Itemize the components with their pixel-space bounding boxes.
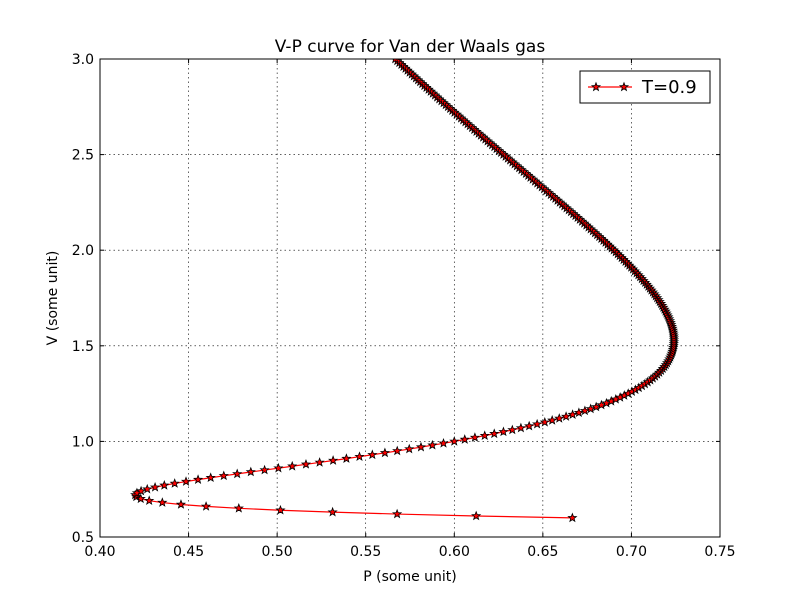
data-point bbox=[547, 415, 558, 425]
x-axis-label: P (some unit) bbox=[363, 569, 457, 585]
data-point bbox=[157, 497, 168, 507]
data-point bbox=[175, 499, 187, 509]
data-point bbox=[245, 466, 256, 477]
series-T=0.9 bbox=[130, 59, 680, 523]
data-point bbox=[259, 464, 270, 475]
x-tick-label: 0.65 bbox=[527, 544, 558, 560]
data-point bbox=[232, 468, 243, 479]
x-tick-label: 0.50 bbox=[262, 544, 293, 560]
y-axis-label: V (some unit) bbox=[45, 251, 61, 346]
grid bbox=[100, 59, 720, 537]
data-point bbox=[314, 457, 325, 467]
data-point bbox=[415, 441, 427, 452]
data-point bbox=[539, 416, 550, 427]
data-point bbox=[392, 445, 403, 456]
data-point bbox=[585, 403, 596, 414]
data-point bbox=[438, 437, 449, 448]
data-point bbox=[300, 458, 312, 469]
data-point bbox=[201, 501, 212, 511]
data-point bbox=[180, 476, 192, 486]
series-group bbox=[130, 59, 680, 523]
data-point bbox=[354, 451, 365, 462]
data-point bbox=[507, 424, 518, 435]
data-point bbox=[159, 480, 170, 490]
data-point bbox=[341, 453, 352, 463]
data-point bbox=[427, 439, 438, 450]
x-tick-label: 0.40 bbox=[84, 544, 115, 560]
chart-title: V-P curve for Van der Waals gas bbox=[275, 37, 546, 57]
data-point bbox=[218, 470, 229, 481]
y-tick-label: 3.0 bbox=[72, 52, 94, 68]
legend-marker bbox=[618, 81, 630, 92]
data-point bbox=[233, 502, 244, 513]
y-tick-label: 2.5 bbox=[72, 148, 94, 164]
y-tick-label: 2.0 bbox=[72, 243, 94, 259]
data-point bbox=[579, 405, 590, 416]
data-point bbox=[449, 436, 460, 446]
y-tick-label: 1.5 bbox=[72, 339, 94, 355]
data-point bbox=[404, 443, 415, 454]
data-point bbox=[573, 407, 584, 418]
data-point bbox=[169, 478, 180, 488]
data-point bbox=[150, 481, 161, 492]
y-tick-label: 0.5 bbox=[72, 530, 94, 546]
ticks: 0.40 0.45 0.50 0.55 0.60 0.65 0.70 0.75 0.5 1.0 1.… bbox=[72, 52, 736, 560]
data-point bbox=[498, 426, 509, 437]
data-point bbox=[392, 59, 399, 64]
x-tick-label: 0.70 bbox=[616, 544, 647, 560]
plot-frame bbox=[99, 58, 721, 538]
x-tick-label: 0.55 bbox=[350, 544, 381, 560]
data-point bbox=[275, 504, 286, 515]
data-point bbox=[142, 483, 153, 494]
x-tick-label: 0.75 bbox=[704, 544, 735, 560]
data-point bbox=[532, 418, 543, 429]
data-point bbox=[469, 432, 480, 442]
data-point bbox=[561, 411, 572, 421]
data-point bbox=[367, 449, 378, 460]
plot-area bbox=[100, 59, 720, 537]
data-point bbox=[379, 447, 391, 458]
x-tick-label: 0.60 bbox=[439, 544, 470, 560]
data-point bbox=[205, 472, 216, 483]
data-point bbox=[459, 434, 470, 444]
data-point bbox=[515, 422, 526, 433]
legend: T=0.9 bbox=[579, 70, 711, 104]
x-tick-label: 0.45 bbox=[173, 544, 204, 560]
data-point bbox=[524, 420, 535, 431]
data-point bbox=[567, 512, 578, 523]
data-point bbox=[489, 428, 500, 439]
legend-marker bbox=[590, 81, 602, 92]
legend-label: T=0.9 bbox=[641, 77, 697, 98]
data-point bbox=[392, 508, 403, 519]
data-point bbox=[328, 455, 339, 465]
data-point bbox=[567, 409, 578, 419]
data-point bbox=[192, 474, 204, 484]
data-point bbox=[144, 495, 155, 505]
data-point bbox=[327, 506, 338, 517]
data-point bbox=[287, 460, 298, 471]
data-point bbox=[273, 462, 284, 473]
y-tick-label: 1.0 bbox=[72, 434, 94, 450]
data-point bbox=[135, 485, 147, 496]
data-point bbox=[479, 430, 490, 440]
data-point bbox=[554, 413, 565, 423]
data-point bbox=[471, 510, 482, 521]
